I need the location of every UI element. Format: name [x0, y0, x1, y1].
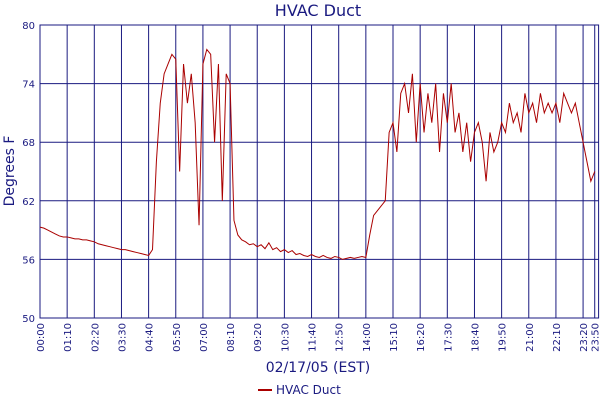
x-axis-label: 02/17/05 (EST): [266, 360, 371, 376]
x-tick-label: 00:00: [36, 323, 47, 352]
x-tick-label: 14:00: [362, 323, 373, 352]
y-tick-label: 74: [22, 80, 35, 91]
x-tick-label: 04:40: [145, 323, 156, 352]
data-line: [39, 48, 596, 260]
x-tick-label: 18:40: [470, 323, 481, 352]
chart-title: HVAC Duct: [275, 1, 361, 20]
x-tick-label: 22:10: [552, 323, 563, 352]
x-tick-label: 05:50: [172, 323, 183, 352]
x-tick-label: 01:10: [63, 323, 74, 352]
x-tick-label: 12:50: [335, 323, 346, 352]
y-tick-label: 62: [22, 197, 35, 208]
y-axis-label: Degrees F: [2, 136, 18, 207]
legend-label: HVAC Duct: [276, 383, 341, 397]
x-tick-label: 17:30: [443, 323, 454, 352]
x-tick-label: 02:20: [90, 323, 101, 352]
x-tick-label: 11:40: [308, 323, 319, 352]
y-tick-label: 80: [22, 21, 35, 32]
x-tick-label: 03:30: [117, 323, 128, 352]
x-tick-label: 16:20: [416, 323, 427, 352]
x-tick-label: 19:50: [498, 323, 509, 352]
x-tick-label: 09:20: [253, 323, 264, 352]
y-tick-label: 50: [22, 314, 35, 325]
x-tick-label: 08:10: [226, 323, 237, 352]
x-tick-label: 07:00: [199, 323, 210, 352]
x-tick-label: 23:20: [579, 323, 590, 352]
y-tick-label: 56: [22, 255, 35, 266]
x-tick-label: 23:50: [591, 323, 600, 352]
y-tick-label: 68: [22, 138, 35, 149]
x-tick-label: 15:10: [389, 323, 400, 352]
plot-area: [39, 24, 600, 319]
x-tick-label: 21:00: [525, 323, 536, 352]
x-tick-label: 10:30: [280, 323, 291, 352]
